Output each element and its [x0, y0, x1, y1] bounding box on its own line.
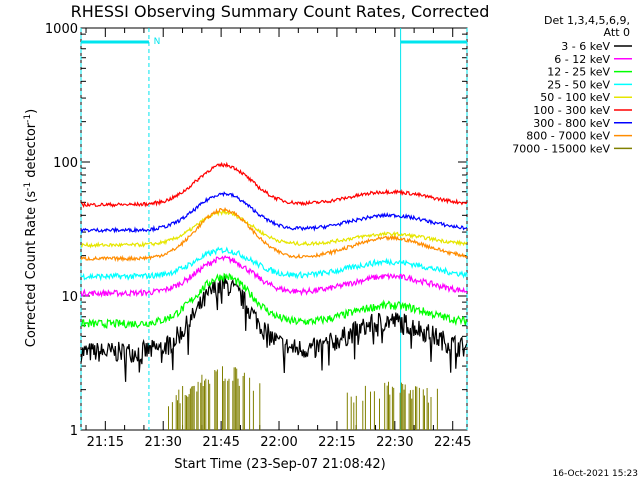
series-line-7000-15000-kev [168, 366, 438, 430]
y-axis-label-sup1: -1 [23, 182, 33, 191]
generated-timestamp: 16-Oct-2021 15:23 [553, 469, 638, 479]
x-tick-label: 22:45 [434, 435, 471, 450]
chart-title: RHESSI Observing Summary Count Rates, Co… [71, 2, 490, 21]
y-axis-label: Corrected Count Rate (s-1 detector-1) [23, 109, 39, 347]
y-axis-label-end: ) [24, 109, 39, 114]
legend-label-7000-15000-kev: 7000 - 15000 keV [512, 142, 610, 155]
legend-label-50-100-kev: 50 - 100 keV [540, 91, 610, 104]
legend-label-100-300-kev: 100 - 300 keV [533, 104, 610, 117]
y-axis-label-main: Corrected Count Rate (s [24, 191, 39, 348]
legend-header-detectors: Det 1,3,4,5,6,9, [544, 14, 630, 27]
y-tick-label: 1 [70, 424, 78, 439]
legend-label-25-50-kev: 25 - 50 keV [547, 78, 610, 91]
legend-label-3-6-kev: 3 - 6 keV [561, 40, 610, 53]
y-tick-label: 100 [53, 156, 78, 171]
legend-label-300-800-kev: 300 - 800 keV [533, 117, 610, 130]
series-line-50-100-kev [81, 209, 467, 249]
y-tick-label: 10 [61, 290, 78, 305]
series-line-12-25-kev [81, 272, 467, 329]
x-tick-label: 22:00 [260, 435, 297, 450]
series-line-800-7000-kev [81, 207, 467, 263]
x-tick-label: 22:15 [318, 435, 355, 450]
night-label: N [154, 37, 161, 47]
y-axis-label-mid: detector [24, 122, 39, 182]
legend-label-6-12-kev: 6 - 12 keV [554, 53, 610, 66]
legend-label-800-7000-kev: 800 - 7000 keV [526, 130, 610, 143]
plot-area: 1 10 100 1000 21:15 21:30 21:45 22:00 22:15 22:30… [45, 22, 472, 450]
x-axis-label: Start Time (23-Sep-07 21:08:42) [174, 457, 385, 472]
y-axis-label-sup2: -1 [23, 114, 33, 123]
series-line-300-800-kev [81, 191, 467, 234]
series-line-6-12-kev [81, 254, 467, 298]
x-tick-label: 21:45 [202, 435, 239, 450]
x-tick-label: 22:30 [376, 435, 413, 450]
legend-label-12-25-kev: 12 - 25 keV [547, 66, 610, 79]
x-tick-label: 21:30 [144, 435, 181, 450]
y-tick-label: 1000 [45, 22, 78, 37]
legend-header-attenuator: Att 0 [604, 26, 630, 39]
series-line-100-300-kev [81, 161, 467, 208]
series-line-25-50-kev [81, 246, 467, 282]
x-tick-label: 21:15 [87, 435, 124, 450]
series-line-3-6-kev [81, 275, 467, 382]
